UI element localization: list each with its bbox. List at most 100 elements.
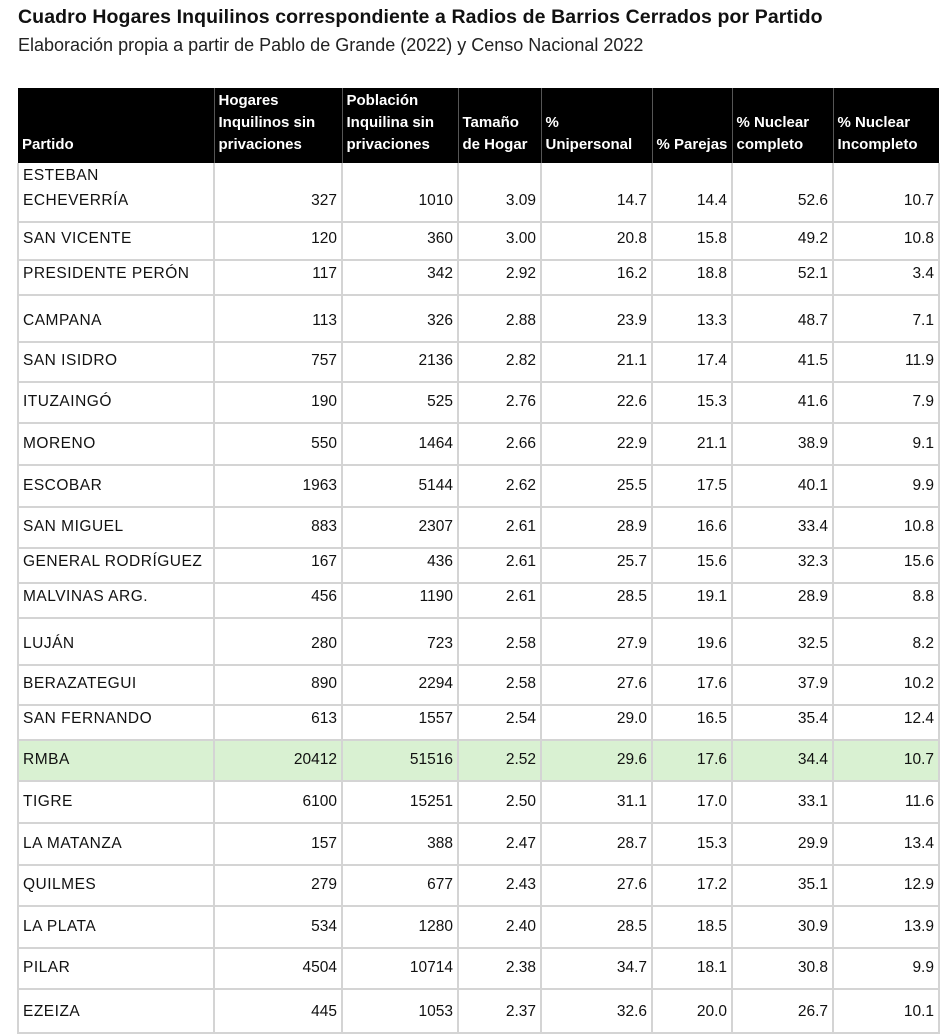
value-cell: 13.3 xyxy=(651,295,733,343)
partido-cell: LUJÁN xyxy=(17,618,215,666)
partido-cell: GENERAL RODRÍGUEZ xyxy=(17,548,215,584)
value-cell: 17.0 xyxy=(651,781,733,824)
partido-cell: QUILMES xyxy=(17,865,215,907)
value-cell: 12.9 xyxy=(832,865,940,907)
value-cell: 2.43 xyxy=(457,865,542,907)
column-header: Hogares Inquilinos sin privaciones xyxy=(214,88,343,163)
value-cell: 49.2 xyxy=(731,222,834,261)
partido-cell: SAN ISIDRO xyxy=(17,342,215,383)
value-cell: 18.8 xyxy=(651,260,733,296)
value-cell: 534 xyxy=(213,906,343,949)
value-cell: 21.1 xyxy=(651,423,733,466)
value-cell: 2.62 xyxy=(457,465,542,508)
value-cell: 48.7 xyxy=(731,295,834,343)
table-row: SAN ISIDRO 757 2136 2.82 21.1 17.4 41.5 11.9 xyxy=(17,342,940,383)
value-cell: 27.6 xyxy=(540,665,653,706)
value-cell: 20.0 xyxy=(651,989,733,1034)
partido-cell: MALVINAS ARG. xyxy=(17,583,215,619)
value-cell: 525 xyxy=(341,382,459,424)
table-row: MALVINAS ARG. 456 1190 2.61 28.5 19.1 28.9 8.8 xyxy=(17,583,940,619)
value-cell: 10714 xyxy=(341,948,459,990)
value-cell: 22.9 xyxy=(540,423,653,466)
value-cell: 28.9 xyxy=(540,507,653,549)
value-cell: 5144 xyxy=(341,465,459,508)
value-cell: 677 xyxy=(341,865,459,907)
value-cell: 15.6 xyxy=(651,548,733,584)
value-cell: 15.8 xyxy=(651,222,733,261)
value-cell: 16.2 xyxy=(540,260,653,296)
column-header: Partido xyxy=(18,88,215,163)
table-row: SAN MIGUEL 883 2307 2.61 28.9 16.6 33.4 10.8 xyxy=(17,507,940,549)
column-header: % Nuclear completo xyxy=(732,88,834,163)
table-row: QUILMES 279 677 2.43 27.6 17.2 35.1 12.9 xyxy=(17,865,940,907)
value-cell: 10.8 xyxy=(832,222,940,261)
value-cell: 2.82 xyxy=(457,342,542,383)
value-cell: 3.4 xyxy=(832,260,940,296)
value-cell: 40.1 xyxy=(731,465,834,508)
value-cell: 2.88 xyxy=(457,295,542,343)
partido-cell: TIGRE xyxy=(17,781,215,824)
value-cell: 32.3 xyxy=(731,548,834,584)
value-cell: 33.4 xyxy=(731,507,834,549)
value-cell: 2.61 xyxy=(457,548,542,584)
value-cell: 16.5 xyxy=(651,705,733,741)
value-cell: 456 xyxy=(213,583,343,619)
value-cell: 30.9 xyxy=(731,906,834,949)
value-cell: 17.5 xyxy=(651,465,733,508)
value-cell: 28.5 xyxy=(540,583,653,619)
value-cell: 15251 xyxy=(341,781,459,824)
value-cell: 10.7 xyxy=(832,163,940,223)
value-cell: 33.1 xyxy=(731,781,834,824)
value-cell: 1190 xyxy=(341,583,459,619)
table-body: ESTEBAN ECHEVERRÍA 327 1010 3.09 14.7 14.4 52.… xyxy=(17,163,940,1034)
table-row: ESTEBAN ECHEVERRÍA 327 1010 3.09 14.7 14.4 52.… xyxy=(17,163,940,223)
table-row: ITUZAINGÓ 190 525 2.76 22.6 15.3 41.6 7.9 xyxy=(17,382,940,424)
value-cell: 8.8 xyxy=(832,583,940,619)
column-header: Población Inquilina sin privaciones xyxy=(342,88,459,163)
value-cell: 2.92 xyxy=(457,260,542,296)
value-cell: 10.1 xyxy=(832,989,940,1034)
value-cell: 27.9 xyxy=(540,618,653,666)
table-row: PRESIDENTE PERÓN 117 342 2.92 16.2 18.8 52.1 3.… xyxy=(17,260,940,296)
value-cell: 1557 xyxy=(341,705,459,741)
value-cell: 17.2 xyxy=(651,865,733,907)
value-cell: 2307 xyxy=(341,507,459,549)
value-cell: 21.1 xyxy=(540,342,653,383)
partido-cell: LA PLATA xyxy=(17,906,215,949)
table-row: LUJÁN 280 723 2.58 27.9 19.6 32.5 8.2 xyxy=(17,618,940,666)
column-header: % Unipersonal xyxy=(541,88,653,163)
value-cell: 11.9 xyxy=(832,342,940,383)
value-cell: 29.0 xyxy=(540,705,653,741)
value-cell: 18.1 xyxy=(651,948,733,990)
value-cell: 2.52 xyxy=(457,740,542,782)
value-cell: 613 xyxy=(213,705,343,741)
partido-cell: PRESIDENTE PERÓN xyxy=(17,260,215,296)
value-cell: 32.6 xyxy=(540,989,653,1034)
value-cell: 10.2 xyxy=(832,665,940,706)
value-cell: 29.6 xyxy=(540,740,653,782)
value-cell: 113 xyxy=(213,295,343,343)
value-cell: 279 xyxy=(213,865,343,907)
value-cell: 8.2 xyxy=(832,618,940,666)
value-cell: 117 xyxy=(213,260,343,296)
value-cell: 41.5 xyxy=(731,342,834,383)
value-cell: 1963 xyxy=(213,465,343,508)
value-cell: 326 xyxy=(341,295,459,343)
value-cell: 28.5 xyxy=(540,906,653,949)
value-cell: 7.1 xyxy=(832,295,940,343)
table-row: SAN FERNANDO 613 1557 2.54 29.0 16.5 35.4 12.4 xyxy=(17,705,940,741)
value-cell: 2.50 xyxy=(457,781,542,824)
value-cell: 23.9 xyxy=(540,295,653,343)
partido-cell: SAN MIGUEL xyxy=(17,507,215,549)
value-cell: 2.61 xyxy=(457,507,542,549)
value-cell: 342 xyxy=(341,260,459,296)
value-cell: 41.6 xyxy=(731,382,834,424)
value-cell: 51516 xyxy=(341,740,459,782)
partido-cell: LA MATANZA xyxy=(17,823,215,866)
value-cell: 12.4 xyxy=(832,705,940,741)
value-cell: 30.8 xyxy=(731,948,834,990)
value-cell: 2.47 xyxy=(457,823,542,866)
value-cell: 13.9 xyxy=(832,906,940,949)
value-cell: 35.4 xyxy=(731,705,834,741)
table-row: PILAR 4504 10714 2.38 34.7 18.1 30.8 9.9 xyxy=(17,948,940,990)
